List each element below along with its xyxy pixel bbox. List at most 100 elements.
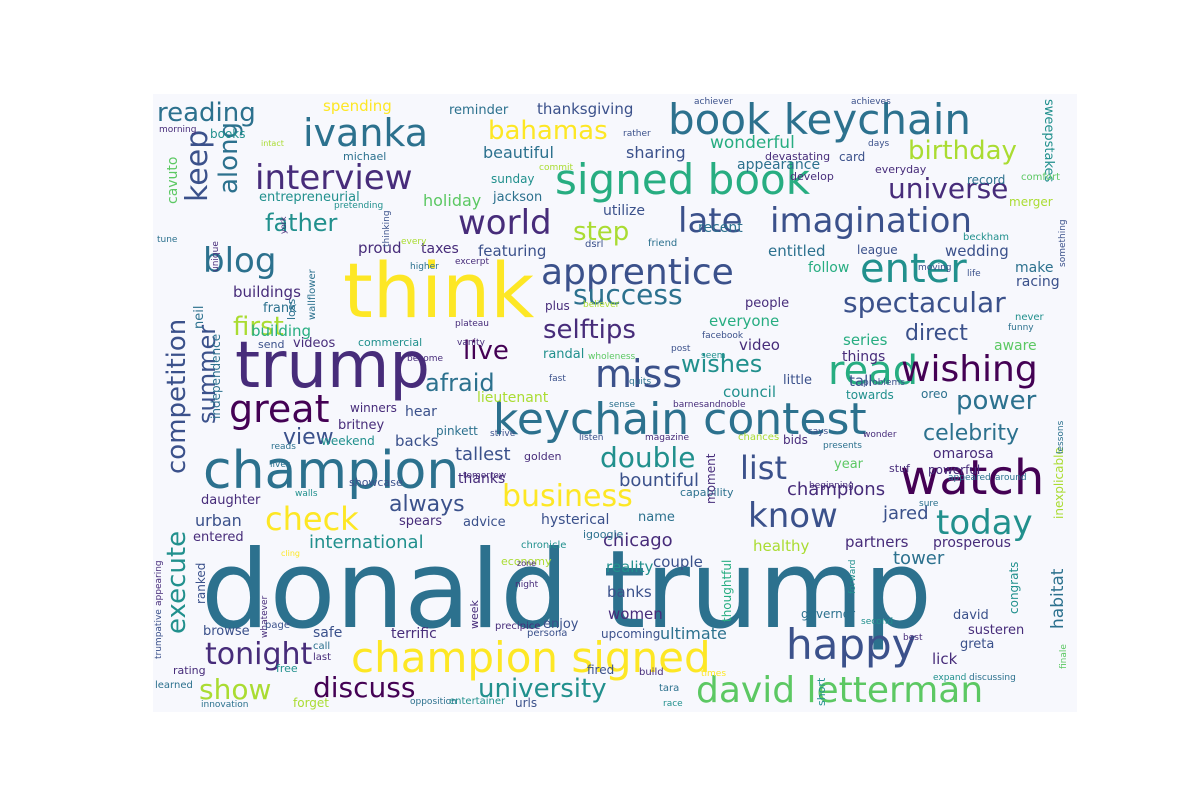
word: read (828, 348, 918, 394)
word: execute (162, 531, 192, 634)
word: never (1015, 312, 1045, 323)
word: every (401, 237, 427, 247)
word: york (279, 216, 288, 234)
word: wonder (863, 430, 897, 440)
word: winners (350, 401, 397, 415)
word: building (251, 322, 311, 340)
word: view (283, 425, 334, 450)
word: watch (900, 450, 1044, 506)
word: along (214, 122, 244, 194)
word: higher (410, 262, 439, 272)
word: whatever (260, 595, 270, 638)
word: stuf (889, 462, 911, 475)
word: towards (846, 388, 894, 402)
word: life (967, 269, 981, 279)
word: race (663, 699, 683, 709)
word: aware (994, 338, 1037, 354)
word: entitled (768, 242, 826, 260)
word: daughter (201, 493, 261, 508)
word: list (740, 449, 787, 487)
word: learned (155, 680, 193, 691)
word: david (953, 608, 989, 623)
word: neil (192, 306, 207, 329)
word: merger (1009, 195, 1053, 209)
word: thinking (382, 210, 392, 247)
word: post (671, 344, 691, 354)
word: michael (343, 150, 386, 163)
word: commit (539, 163, 573, 173)
word: facebook (702, 331, 744, 341)
word: success (573, 278, 683, 311)
word: follow (808, 260, 849, 276)
word: urls (515, 696, 537, 710)
word: competition (162, 319, 192, 474)
word: bountiful (619, 470, 699, 491)
word: cavuto (165, 157, 181, 205)
word: ultimate (660, 624, 727, 643)
word: lick (932, 650, 958, 668)
word: book keychain (668, 95, 971, 144)
word: bids (783, 433, 808, 447)
word: utilize (603, 203, 645, 219)
word: appearance (737, 157, 820, 173)
word: moving (918, 263, 952, 273)
word: hysterical (541, 512, 609, 528)
word: entertainer (449, 696, 506, 707)
word: books (210, 127, 246, 141)
word: governor (801, 607, 855, 621)
word: bahamas (488, 116, 608, 146)
word: enter (860, 246, 967, 292)
word: appeared (948, 473, 991, 483)
word: little (783, 373, 812, 388)
word: trumpative (154, 609, 164, 659)
word: lives (270, 460, 291, 470)
word: international (309, 532, 424, 553)
word: check (265, 500, 359, 538)
word: showcase (349, 476, 403, 489)
word: pinkett (436, 424, 478, 438)
word: thanksgiving (537, 100, 633, 118)
word: golden (524, 450, 562, 463)
word: reading (157, 98, 256, 128)
word: think (343, 246, 534, 335)
word: unique (211, 241, 221, 272)
word: partners (845, 533, 909, 551)
word: fired (587, 663, 614, 677)
word: randal (543, 347, 584, 362)
word: sweepstakes (1041, 99, 1056, 183)
word: plateau (455, 319, 489, 329)
word: opposition (410, 697, 457, 707)
word: oreo (921, 387, 948, 401)
word: reminder (449, 103, 509, 118)
word: people (745, 296, 789, 311)
word: economy (501, 555, 552, 568)
word: quits (629, 377, 651, 387)
word: name (638, 510, 675, 525)
word: listen (579, 433, 603, 443)
word: make (1015, 260, 1053, 276)
word: reality (606, 558, 653, 576)
word: capability (680, 486, 734, 499)
word: miss (595, 352, 682, 396)
word: sense (609, 400, 636, 410)
word: omarosa (933, 446, 994, 462)
word: year (834, 457, 864, 472)
word: afraid (425, 369, 495, 397)
word: something (1058, 219, 1068, 267)
word: advice (463, 515, 506, 530)
word: second (861, 617, 893, 627)
word: healthy (753, 537, 809, 555)
word: prosperous (933, 535, 1011, 551)
word: urban (195, 511, 242, 530)
word: tara (659, 683, 679, 694)
word: beckham (963, 232, 1009, 243)
word: comfort (1021, 172, 1060, 183)
word: keep (180, 130, 215, 202)
word: backs (395, 432, 439, 450)
word: know (748, 496, 838, 536)
word: rating (173, 664, 206, 677)
word: show (199, 673, 271, 706)
word: council (723, 383, 776, 401)
word: finale (1059, 644, 1069, 669)
word: discuss (313, 671, 415, 704)
